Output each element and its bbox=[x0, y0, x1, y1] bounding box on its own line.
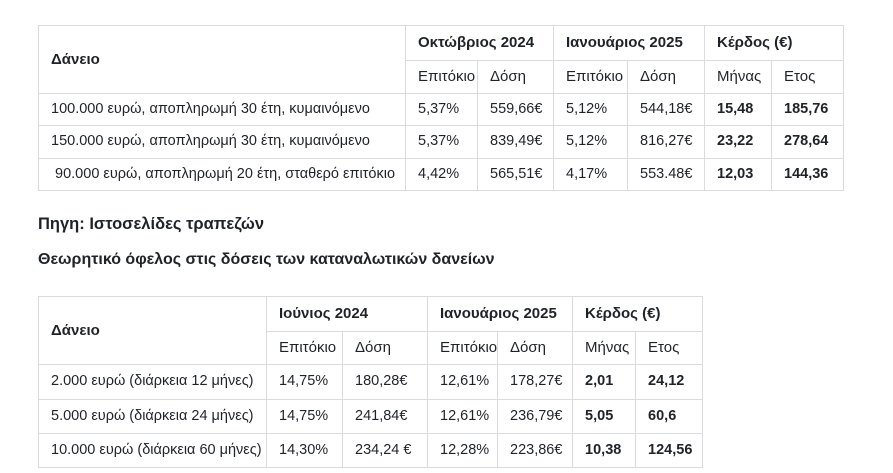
cell-interest: 5,12% bbox=[553, 125, 628, 159]
cell-profit-month: 12,03 bbox=[704, 157, 773, 192]
cell-profit-year: 278,64 bbox=[771, 125, 845, 159]
loan-label: 5.000 ευρώ (διάρκεια 24 μήνες) bbox=[38, 398, 267, 434]
cell-installment: 223,86€ bbox=[497, 432, 574, 469]
cell-profit-year: 24,12 bbox=[635, 364, 704, 400]
column-header-month: Μήνας bbox=[704, 60, 773, 94]
cell-installment: 559,66€ bbox=[477, 92, 554, 127]
table-row: 5.000 ευρώ (διάρκεια 24 μήνες) 14,75% 24… bbox=[38, 398, 704, 434]
cell-profit-year: 124,56 bbox=[635, 432, 704, 469]
consumer-loans-table: Δάνειο Ιούνιος 2024 Ιανουάριος 2025 Κέρδ… bbox=[38, 296, 704, 469]
table-row: 90.000 ευρώ, αποπληρωμή 20 έτη, σταθερό … bbox=[38, 157, 845, 192]
table-group-header-row: Δάνειο Ιούνιος 2024 Ιανουάριος 2025 Κέρδ… bbox=[38, 296, 704, 366]
cell-profit-year: 185,76 bbox=[771, 92, 845, 127]
cell-installment: 234,24 € bbox=[341, 432, 429, 469]
source-note: Πηγη: Ιστοσελίδες τραπεζών bbox=[38, 215, 265, 234]
column-header-installment: Δόση bbox=[626, 60, 706, 94]
table-row: 10.000 ευρώ (διάρκεια 60 μήνες) 14,30% 2… bbox=[38, 432, 704, 469]
cell-installment: 178,27€ bbox=[497, 364, 574, 400]
column-header-installment: Δόση bbox=[477, 60, 554, 94]
column-group-january-2025: Ιανουάριος 2025 bbox=[552, 25, 706, 61]
table-row: 100.000 ευρώ, αποπληρωμή 30 έτη, κυμαινό… bbox=[38, 92, 845, 127]
column-header-loan: Δάνειο bbox=[38, 296, 267, 366]
table-subheader-row: Επιτόκιο Δόση Επιτόκιο Δόση Μήνας Ετος bbox=[39, 331, 704, 366]
cell-interest: 12,28% bbox=[427, 432, 499, 469]
column-header-installment: Δόση bbox=[497, 331, 574, 366]
column-group-profit: Κέρδος (€) bbox=[704, 25, 845, 61]
cell-interest: 4,42% bbox=[405, 157, 478, 192]
cell-profit-month: 10,38 bbox=[572, 432, 637, 469]
cell-interest: 5,37% bbox=[405, 125, 478, 159]
table-row: 150.000 ευρώ, αποπληρωμή 30 έτη, κυμαινό… bbox=[38, 125, 845, 159]
section-heading: Θεωρητικό όφελος στις δόσεις των καταναλ… bbox=[38, 251, 495, 269]
mortgage-loans-table: Δάνειο Οκτώβριος 2024 Ιανουάριος 2025 Κέ… bbox=[38, 25, 845, 192]
column-header-loan: Δάνειο bbox=[38, 25, 406, 94]
cell-interest: 4,17% bbox=[553, 157, 628, 192]
column-header-year: Ετος bbox=[635, 331, 704, 366]
cell-interest: 14,75% bbox=[266, 398, 343, 434]
cell-installment: 553.48€ bbox=[626, 157, 706, 192]
cell-interest: 14,30% bbox=[266, 432, 343, 469]
cell-interest: 14,75% bbox=[266, 364, 343, 400]
cell-installment: 236,79€ bbox=[497, 398, 574, 434]
loan-label: 90.000 ευρώ, αποπληρωμή 20 έτη, σταθερό … bbox=[38, 157, 406, 192]
cell-profit-month: 5,05 bbox=[572, 398, 637, 434]
cell-profit-year: 144,36 bbox=[771, 157, 845, 192]
column-header-interest: Επιτόκιο bbox=[266, 331, 343, 366]
cell-interest: 5,37% bbox=[405, 92, 478, 127]
loan-label: 10.000 ευρώ (διάρκεια 60 μήνες) bbox=[38, 432, 267, 469]
loan-label: 150.000 ευρώ, αποπληρωμή 30 έτη, κυμαινό… bbox=[38, 125, 406, 159]
cell-installment: 816,27€ bbox=[626, 125, 706, 159]
table-row: 2.000 ευρώ (διάρκεια 12 μήνες) 14,75% 18… bbox=[38, 364, 704, 400]
column-group-june-2024: Ιούνιος 2024 bbox=[265, 296, 429, 333]
column-header-interest: Επιτόκιο bbox=[553, 60, 628, 94]
cell-installment: 839,49€ bbox=[477, 125, 554, 159]
cell-profit-month: 23,22 bbox=[704, 125, 773, 159]
cell-interest: 12,61% bbox=[427, 364, 499, 400]
column-group-january-2025: Ιανουάριος 2025 bbox=[427, 296, 574, 333]
column-group-profit: Κέρδος (€) bbox=[572, 296, 704, 333]
column-header-month: Μήνας bbox=[572, 331, 637, 366]
column-header-installment: Δόση bbox=[341, 331, 429, 366]
column-header-year: Ετος bbox=[771, 60, 845, 94]
column-header-interest: Επιτόκιο bbox=[427, 331, 499, 366]
loan-label: 100.000 ευρώ, αποπληρωμή 30 έτη, κυμαινό… bbox=[38, 92, 406, 127]
loan-label: 2.000 ευρώ (διάρκεια 12 μήνες) bbox=[38, 364, 267, 400]
table-group-header-row: Δάνειο Οκτώβριος 2024 Ιανουάριος 2025 Κέ… bbox=[38, 25, 845, 94]
cell-interest: 5,12% bbox=[553, 92, 628, 127]
column-group-october-2024: Οκτώβριος 2024 bbox=[405, 25, 554, 61]
table-subheader-row: Επιτόκιο Δόση Επιτόκιο Δόση Μήνας Ετος bbox=[39, 60, 845, 94]
cell-installment: 180,28€ bbox=[341, 364, 429, 400]
cell-profit-year: 60,6 bbox=[635, 398, 704, 434]
cell-profit-month: 15,48 bbox=[704, 92, 773, 127]
cell-installment: 565,51€ bbox=[477, 157, 554, 192]
cell-interest: 12,61% bbox=[427, 398, 499, 434]
cell-installment: 241,84€ bbox=[341, 398, 429, 434]
cell-installment: 544,18€ bbox=[626, 92, 706, 127]
cell-profit-month: 2,01 bbox=[572, 364, 637, 400]
column-header-interest: Επιτόκιο bbox=[405, 60, 478, 94]
